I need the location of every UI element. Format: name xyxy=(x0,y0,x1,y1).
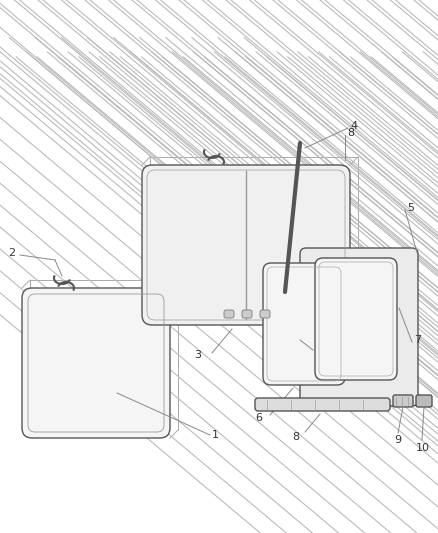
FancyBboxPatch shape xyxy=(260,310,270,318)
Bar xyxy=(30,296,162,430)
Text: 8: 8 xyxy=(292,432,299,442)
Bar xyxy=(149,172,240,318)
Bar xyxy=(269,269,339,379)
Text: 3: 3 xyxy=(194,350,201,360)
Text: 5: 5 xyxy=(407,203,414,213)
Text: 6: 6 xyxy=(255,413,262,423)
Text: 4: 4 xyxy=(350,121,357,131)
Bar xyxy=(248,172,343,318)
Bar xyxy=(321,264,391,374)
Text: 8: 8 xyxy=(347,128,354,138)
Text: 9: 9 xyxy=(394,435,401,445)
Text: 10: 10 xyxy=(416,443,430,453)
Text: 1: 1 xyxy=(212,430,219,440)
FancyBboxPatch shape xyxy=(300,248,418,406)
FancyBboxPatch shape xyxy=(393,395,413,407)
FancyBboxPatch shape xyxy=(142,165,350,325)
FancyBboxPatch shape xyxy=(416,395,432,407)
FancyBboxPatch shape xyxy=(315,258,397,380)
FancyBboxPatch shape xyxy=(22,288,170,438)
FancyBboxPatch shape xyxy=(263,263,345,385)
FancyBboxPatch shape xyxy=(224,310,234,318)
FancyBboxPatch shape xyxy=(255,398,390,411)
Text: 7: 7 xyxy=(414,335,421,345)
FancyBboxPatch shape xyxy=(242,310,252,318)
Text: 2: 2 xyxy=(8,248,15,258)
